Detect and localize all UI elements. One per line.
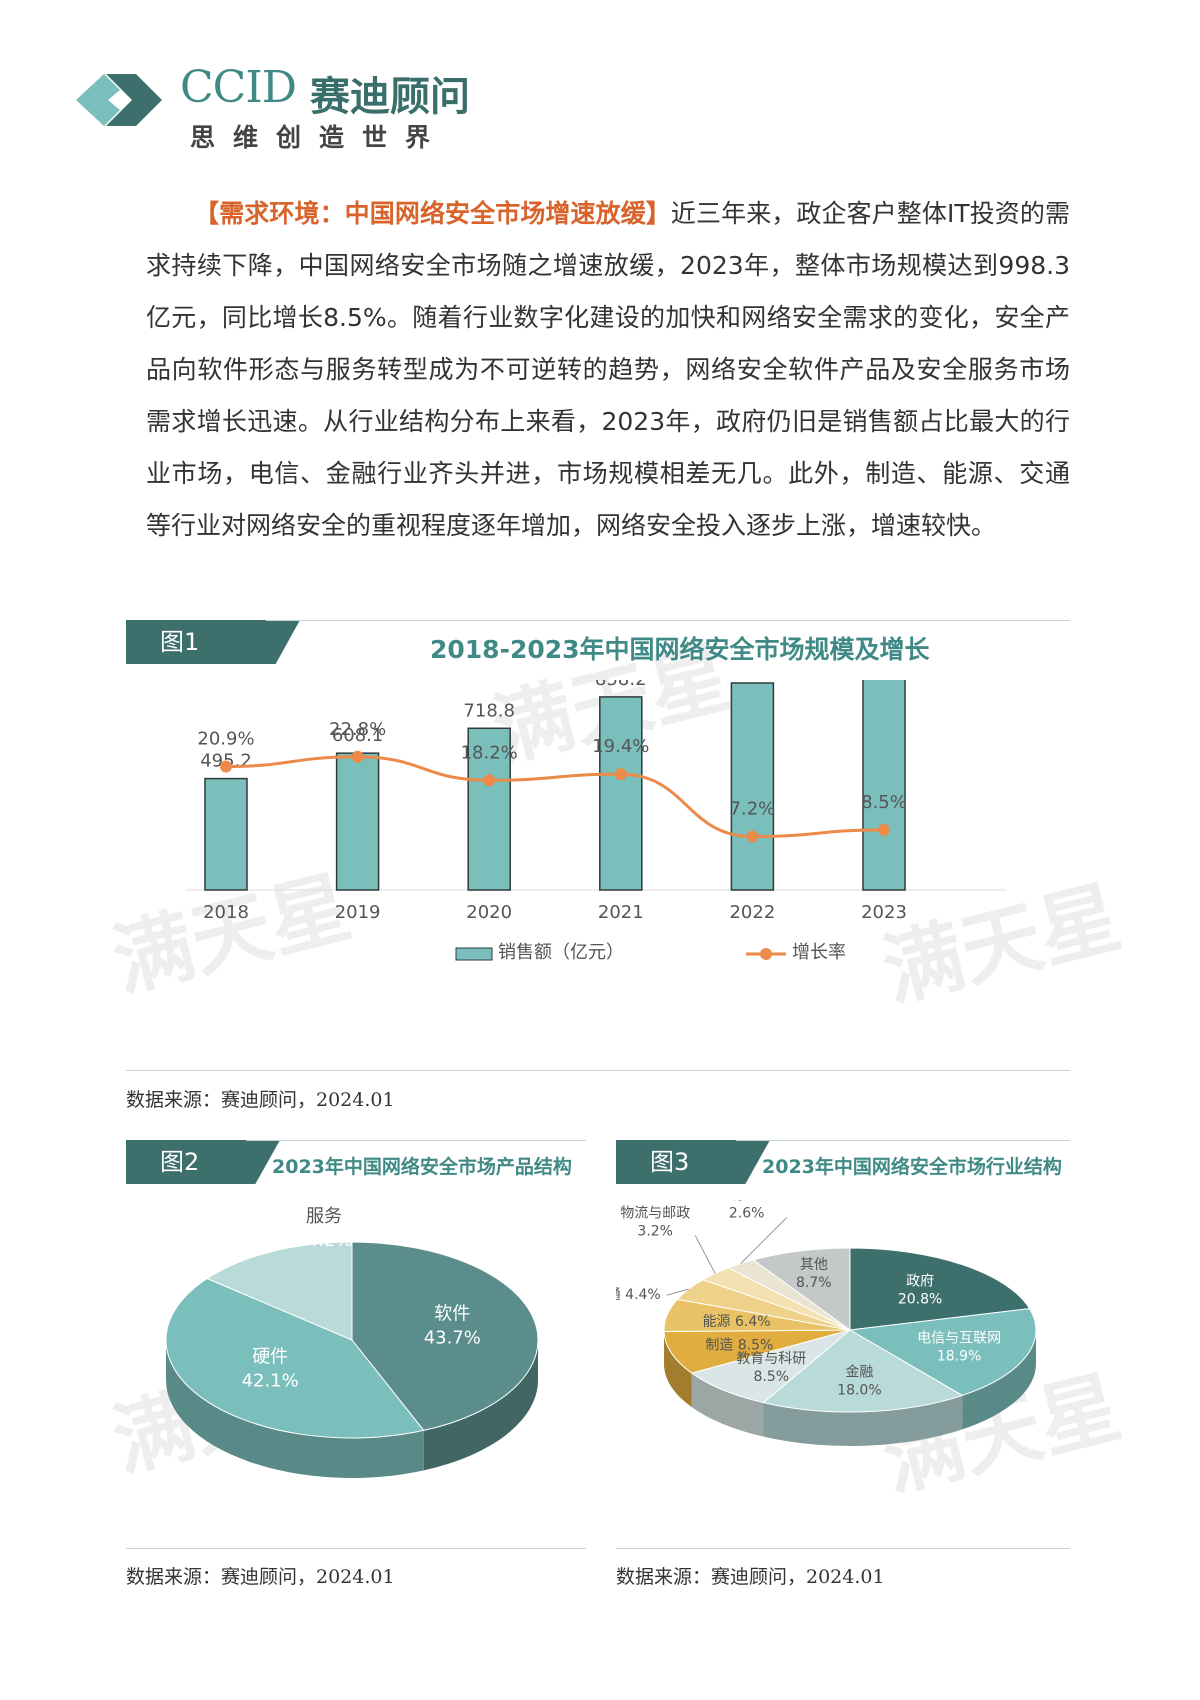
bar (204, 777, 248, 891)
fig2-top-rule (246, 1140, 586, 1141)
pie-value: 14.2% (295, 1230, 352, 1251)
pie-side (423, 1340, 538, 1471)
pie-slice (690, 1329, 851, 1404)
x-tick-label: 2018 (203, 902, 249, 923)
bar (335, 752, 380, 891)
pie-label: 政府 (906, 1274, 934, 1290)
fig1-tag: 图1 (126, 620, 300, 664)
pie-slice (752, 1247, 851, 1331)
fig1-title: 2018-2023年中国网络安全市场规模及增长 (430, 635, 930, 664)
pie-label: 软件 (434, 1303, 470, 1324)
pie-label: 医疗卫生 (719, 1200, 775, 1204)
bar-label: 718.8 (463, 700, 515, 721)
bar (730, 682, 775, 891)
fig3-bottom-rule (616, 1548, 1070, 1549)
fig3-top-rule (736, 1140, 1070, 1141)
pie-label: 教育与科研 (736, 1351, 806, 1367)
legend-line-label: 增长率 (792, 942, 846, 963)
pie-label: 交通 4.4% (616, 1286, 661, 1303)
growth-point (220, 760, 232, 773)
pie-value: 42.1% (242, 1370, 299, 1391)
leader-line (740, 1217, 788, 1265)
pie-value: 18.0% (837, 1383, 881, 1399)
x-tick-label: 2023 (861, 902, 907, 923)
leader-line (694, 1235, 716, 1274)
leader-line (666, 1288, 689, 1296)
growth-point (351, 750, 364, 763)
pie-label: 电信与互联网 (917, 1330, 1001, 1346)
fig2-bottom-rule (126, 1548, 586, 1549)
pie-slice (849, 1247, 1031, 1331)
pie-value: 43.7% (424, 1327, 481, 1348)
pie-value: 20.8% (898, 1292, 942, 1308)
x-tick-label: 2019 (335, 902, 381, 923)
logo-text: CCID (180, 62, 297, 113)
ccid-logo-icon (76, 70, 166, 134)
pie-label: 金融 (845, 1365, 873, 1381)
growth-point (746, 830, 759, 843)
growth-point (878, 823, 890, 836)
fig3-tag: 图3 (616, 1140, 770, 1184)
pie-slice (663, 1329, 851, 1374)
fig2-tag: 图2 (126, 1140, 280, 1184)
pie-value: 2.6% (729, 1206, 765, 1222)
growth-label: 22.8% (329, 719, 386, 740)
fig2-source: 数据来源：赛迪顾问，2024.01 (126, 1566, 395, 1588)
pie-side (763, 1395, 963, 1446)
pie-slice (165, 1277, 425, 1439)
pie-slice (351, 1241, 539, 1431)
logo-cn: 赛迪顾问 (310, 74, 470, 120)
pie-label: 硬件 (252, 1346, 288, 1367)
pie-label: 能源 6.4% (703, 1314, 771, 1330)
fig1-top-rule (266, 620, 1070, 621)
legend-bar-swatch (455, 947, 493, 961)
pie-value: 18.9% (937, 1348, 981, 1364)
pie-label: 物流与邮政 (620, 1205, 690, 1221)
growth-point (614, 768, 627, 781)
intro-paragraph: 【需求环境：中国网络安全市场增速放缓】近三年来，政企客户整体IT投资的需求持续下… (146, 188, 1070, 552)
growth-line (225, 755, 885, 839)
pie-value: 3.2% (637, 1223, 673, 1239)
fig1-bottom-rule (126, 1070, 1070, 1071)
fig2-chart: 软件 43.7% 硬件 42.1% 服务 14.2% (165, 1206, 539, 1478)
fig3-chart: 政府 20.8% 电信与互联网 18.9% 金融 18.0% 教育与科研 8.5% 制造 8.5… (616, 1200, 1037, 1446)
growth-label: 7.2% (730, 799, 776, 820)
pie-slice (762, 1329, 964, 1413)
pie-side (166, 1340, 424, 1478)
growth-label: 20.9% (197, 729, 254, 750)
bar-label: 858.2 (595, 680, 647, 690)
bar (862, 680, 906, 891)
x-tick-label: 2020 (466, 902, 512, 923)
fig3-title: 2023年中国网络安全市场行业结构 (762, 1156, 1062, 1178)
bar-label: 608.1 (332, 725, 384, 746)
pie-value: 8.5% (754, 1369, 790, 1385)
pie-label: 制造 8.5% (705, 1337, 773, 1353)
growth-point (483, 774, 496, 787)
paragraph-body: 近三年来，政企客户整体IT投资的需求持续下降，中国网络安全市场随之增速放缓，20… (146, 199, 1070, 540)
pie-slice (206, 1241, 353, 1341)
growth-label: 18.2% (461, 742, 518, 763)
pie-side (691, 1373, 764, 1437)
slogan: 思维创造世界 (190, 123, 449, 152)
fig1-source: 数据来源：赛迪顾问，2024.01 (126, 1089, 395, 1111)
growth-label: 19.4% (592, 736, 649, 757)
fig3-source: 数据来源：赛迪顾问，2024.01 (616, 1566, 885, 1588)
legend-line-marker (760, 948, 772, 960)
bar (599, 696, 643, 891)
bar (467, 727, 511, 891)
legend-bar-label: 销售额（亿元） (498, 942, 624, 963)
pie-slice (848, 1308, 1037, 1396)
pie-label: 其他 (800, 1257, 828, 1273)
x-tick-label: 2021 (598, 902, 644, 923)
fig2-title: 2023年中国网络安全市场产品结构 (272, 1156, 572, 1178)
fig1-chart: 495.22018608.12019718.82020858.220219202… (186, 680, 1006, 963)
pie-label: 服务 (306, 1206, 342, 1227)
paragraph-lead: 【需求环境：中国网络安全市场增速放缓】 (194, 199, 671, 228)
x-tick-label: 2022 (729, 902, 775, 923)
pie-side (664, 1331, 692, 1408)
pie-value: 8.7% (796, 1275, 832, 1291)
growth-label: 8.5% (861, 792, 907, 813)
